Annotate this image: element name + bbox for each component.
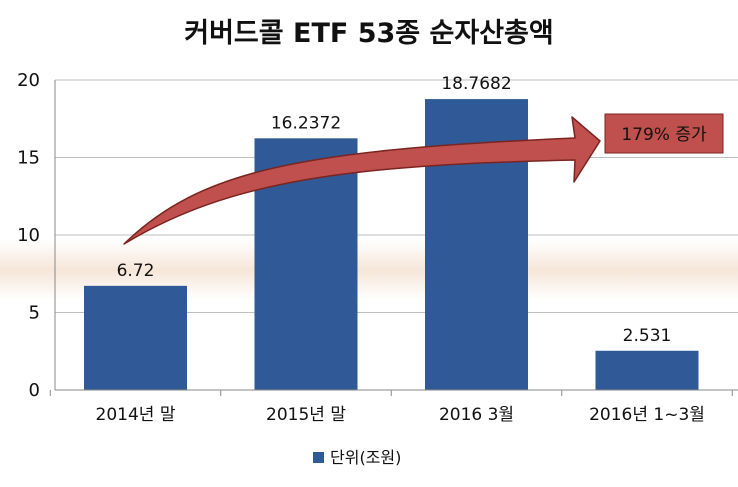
bar[interactable] xyxy=(595,350,699,390)
y-tick-label: 10 xyxy=(17,225,40,246)
x-category-label: 2016 3월 xyxy=(439,405,514,425)
annotation-text: 179% 증가 xyxy=(621,125,707,145)
x-category-label: 2014년 말 xyxy=(96,405,176,425)
y-tick-label: 0 xyxy=(29,380,40,401)
title-band: 커버드콜 ETF 53종 순자산총액 xyxy=(0,0,738,60)
data-label: 6.72 xyxy=(117,261,155,281)
data-label: 2.531 xyxy=(623,326,672,346)
bar[interactable] xyxy=(84,285,187,390)
y-tick-label: 15 xyxy=(17,148,40,169)
y-tick-label: 5 xyxy=(29,303,40,324)
y-tick-label: 20 xyxy=(17,70,40,91)
legend-swatch xyxy=(313,452,324,463)
annotation-box xyxy=(604,113,724,154)
data-label: 16.2372 xyxy=(271,113,341,133)
x-category-label: 2015년 말 xyxy=(266,405,346,425)
data-label: 18.7682 xyxy=(441,74,511,94)
x-category-label: 2016년 1~3월 xyxy=(589,405,705,425)
growth-arrow xyxy=(123,116,601,245)
legend-label: 단위(조원) xyxy=(330,448,401,467)
chart-title: 커버드콜 ETF 53종 순자산총액 xyxy=(184,17,554,49)
